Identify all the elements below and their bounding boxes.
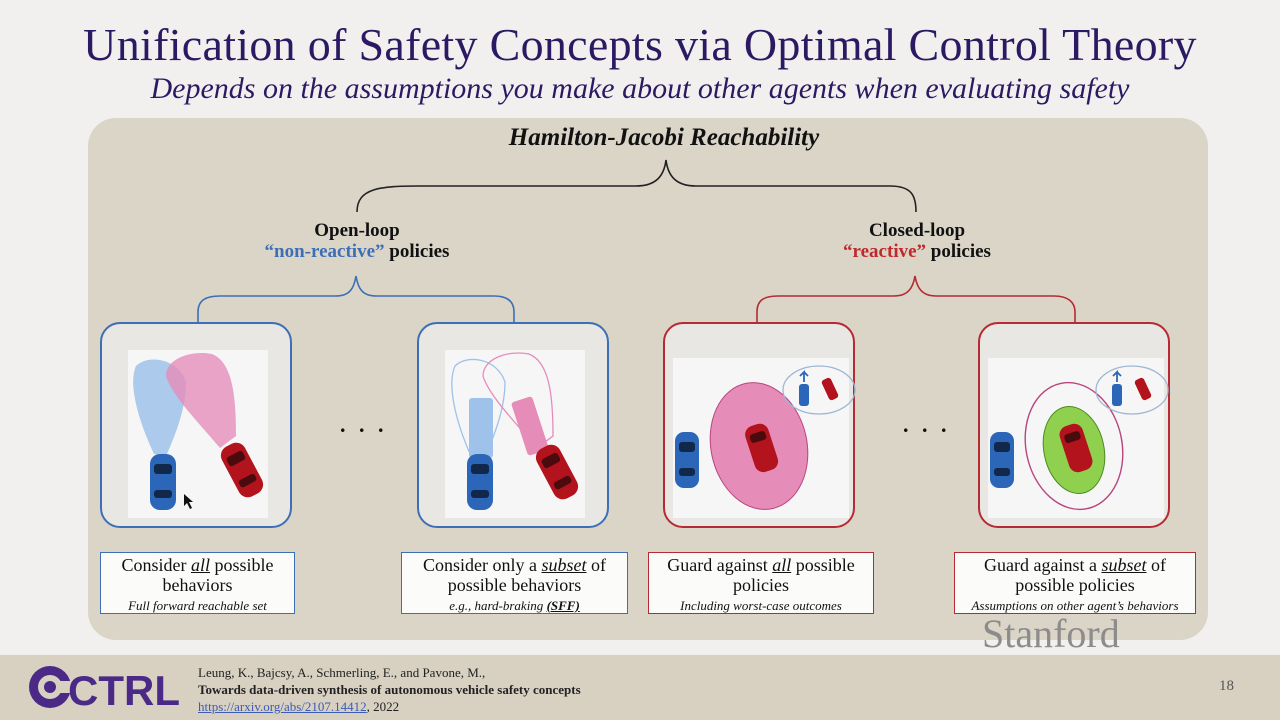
- card-subset-policies: [978, 322, 1170, 528]
- caption-emphasis: subset: [1101, 555, 1147, 575]
- open-loop-rest: policies: [384, 241, 450, 262]
- citation-link[interactable]: https://arxiv.org/abs/2107.14412: [198, 699, 367, 714]
- card-subset-behaviors: [417, 322, 609, 528]
- arrow-icon: [799, 369, 809, 382]
- ellipsis-open-loop: . . .: [340, 412, 388, 437]
- slide-title: Unification of Safety Concepts via Optim…: [83, 19, 1197, 70]
- closed-loop-label: Closed-loop “reactive” policies: [800, 220, 1034, 262]
- slide-subtitle: Depends on the assumptions you make abou…: [150, 72, 1130, 105]
- red-car-icon: [535, 444, 579, 500]
- closed-loop-title: Closed-loop: [868, 220, 966, 241]
- root-node-label: Hamilton-Jacobi Reachability: [508, 124, 820, 151]
- caption-note: Assumptions on other agent’s behaviors: [971, 598, 1179, 613]
- subset-policy-set-illustration: [988, 358, 1169, 518]
- closed-loop-rest: policies: [926, 241, 991, 262]
- caption-note: Including worst-case outcomes: [680, 598, 842, 613]
- caption-text: Consider only a: [423, 555, 542, 575]
- caption-text: of possible policies: [1015, 555, 1166, 595]
- caption-emphasis: subset: [541, 555, 587, 575]
- blue-car-icon: [467, 454, 493, 510]
- red-car-icon: [745, 423, 779, 473]
- page-number: 18: [1219, 678, 1234, 694]
- citation: Leung, K., Bajcsy, A., Schmerling, E., a…: [198, 664, 581, 715]
- worst-case-set-illustration: [673, 358, 856, 518]
- citation-authors: Leung, K., Bajcsy, A., Schmerling, E., a…: [198, 665, 486, 680]
- caption-text: Consider: [121, 555, 191, 575]
- inset-scenario: [1095, 365, 1169, 415]
- citation-title: Towards data-driven synthesis of autonom…: [198, 682, 581, 697]
- open-loop-label: Open-loop “non-reactive” policies: [240, 220, 474, 262]
- caption-text: Guard against: [667, 555, 773, 575]
- caption-subset-behaviors: Consider only a subset of possible behav…: [401, 552, 628, 614]
- caption-text: Guard against a: [984, 555, 1102, 575]
- citation-year: , 2022: [366, 699, 400, 714]
- caption-note: e.g., hard-braking: [449, 598, 547, 613]
- caption-subset-policies: Guard against a subset of possible polic…: [954, 552, 1196, 614]
- subset-reachable-illustration: [445, 350, 585, 518]
- open-loop-title: Open-loop: [314, 220, 400, 241]
- blue-car-icon: [675, 432, 699, 488]
- ctrl-logo: CTRL: [29, 666, 180, 713]
- caption-emphasis: all: [190, 555, 210, 575]
- caption-all-behaviors: Consider all possible behaviors Full for…: [100, 552, 295, 614]
- card-all-policies: [663, 322, 856, 528]
- inset-scenario: [782, 365, 856, 415]
- red-car-icon: [1059, 423, 1093, 473]
- caption-note-emphasis: (SFF): [546, 598, 580, 613]
- red-car-icon: [220, 442, 264, 498]
- caption-emphasis: all: [772, 555, 792, 575]
- arrow-icon: [1112, 369, 1122, 382]
- closed-loop-quoted: “reactive”: [843, 241, 927, 262]
- footer-bar: [0, 655, 1280, 720]
- open-loop-quoted: “non-reactive”: [264, 241, 385, 262]
- card-full-forward-reachable: [100, 322, 292, 528]
- blue-car-icon: [150, 454, 176, 510]
- caption-all-policies: Guard against all possible policies Incl…: [648, 552, 874, 614]
- stanford-watermark: Stanford: [982, 611, 1120, 656]
- caption-text: of possible behaviors: [447, 555, 606, 595]
- caption-note: Full forward reachable set: [128, 598, 267, 613]
- blue-car-icon: [990, 432, 1014, 488]
- reachable-set-illustration: [128, 350, 268, 518]
- mouse-cursor-icon: [184, 494, 193, 509]
- caption-text: possible policies: [733, 555, 855, 595]
- ctrl-logo-text: CTRL: [68, 667, 180, 713]
- caption-text: possible behaviors: [162, 555, 274, 595]
- ellipsis-closed-loop: . . .: [903, 412, 951, 437]
